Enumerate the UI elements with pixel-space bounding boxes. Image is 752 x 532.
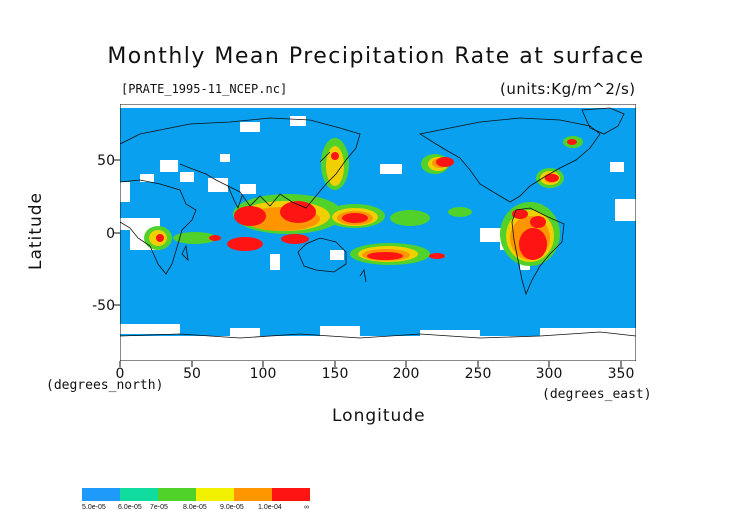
legend-swatch-6 [272,488,310,501]
x-tick-200: 200 [392,366,420,382]
y-axis-unit: (degrees_north) [46,378,164,393]
legend-label-2: 6.0e-05 [118,504,142,511]
units-label: (units:Kg/m^2/s) [500,80,636,98]
legend-swatch-2 [120,488,158,501]
legend-label-1: 5.0e-05 [82,504,106,511]
chart-title: Monthly Mean Precipitation Rate at surfa… [107,44,645,69]
legend-label-6: 1.0e-04 [258,504,282,511]
y-axis-label: Latitude [26,192,46,270]
y-tick-0: 0 [106,226,115,242]
y-tick-50: 50 [97,153,115,169]
coastlines [120,107,636,339]
legend-label-7: ∞ [304,504,309,511]
y-tick-minus-50: -50 [92,298,115,314]
x-tick-300: 300 [535,366,563,382]
color-legend [82,488,310,501]
x-tick-100: 100 [249,366,277,382]
x-axis-label: Longitude [332,406,426,426]
x-tick-150: 150 [321,366,349,382]
legend-swatch-4 [196,488,234,501]
legend-swatch-1 [82,488,120,501]
file-label: [PRATE_1995-11_NCEP.nc] [121,82,288,96]
axis-ticks [114,159,622,367]
legend-label-5: 9.0e-05 [220,504,244,511]
precipitation-map [120,104,636,361]
legend-label-4: 8.0e-05 [183,504,207,511]
x-tick-250: 250 [464,366,492,382]
legend-swatch-3 [158,488,196,501]
legend-swatch-5 [234,488,272,501]
x-tick-50: 50 [183,366,201,382]
x-tick-0: 0 [115,366,125,382]
x-axis-unit: (degrees_east) [542,387,652,402]
legend-label-3: 7e-05 [150,504,168,511]
x-tick-350: 350 [607,366,635,382]
